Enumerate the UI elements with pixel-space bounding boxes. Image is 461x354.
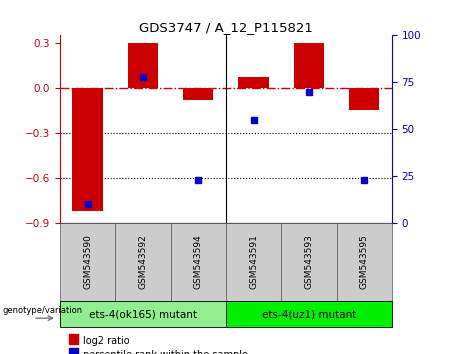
Title: GDS3747 / A_12_P115821: GDS3747 / A_12_P115821: [139, 21, 313, 34]
Text: GSM543590: GSM543590: [83, 234, 92, 290]
Text: GSM543591: GSM543591: [249, 234, 258, 290]
Bar: [183, 88, 213, 100]
Bar: [60, 301, 226, 327]
Text: genotype/variation: genotype/variation: [3, 306, 83, 315]
Bar: [128, 43, 158, 88]
Text: GSM543593: GSM543593: [304, 234, 313, 290]
Text: ets-4(ok165) mutant: ets-4(ok165) mutant: [89, 309, 197, 319]
Legend: log2 ratio, percentile rank within the sample: log2 ratio, percentile rank within the s…: [65, 332, 252, 354]
Bar: [72, 88, 103, 211]
Bar: [60, 223, 115, 301]
Bar: [238, 78, 269, 88]
Bar: [226, 223, 281, 301]
Bar: [337, 223, 392, 301]
Text: GSM543594: GSM543594: [194, 235, 203, 289]
Bar: [226, 301, 392, 327]
Bar: [349, 88, 379, 110]
Bar: [171, 223, 226, 301]
Text: GSM543595: GSM543595: [360, 234, 369, 290]
Text: GSM543592: GSM543592: [138, 235, 148, 289]
Bar: [281, 223, 337, 301]
Text: ets-4(uz1) mutant: ets-4(uz1) mutant: [262, 309, 356, 319]
Bar: [294, 43, 324, 88]
Bar: [115, 223, 171, 301]
